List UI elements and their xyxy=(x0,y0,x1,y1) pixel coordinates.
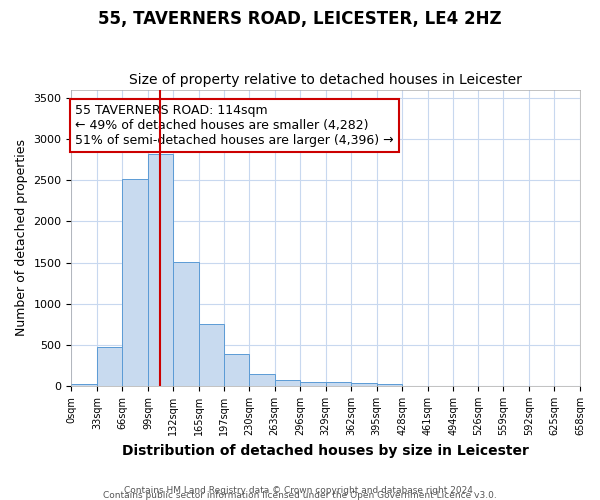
Bar xyxy=(224,354,249,386)
X-axis label: Distribution of detached houses by size in Leicester: Distribution of detached houses by size … xyxy=(122,444,529,458)
Bar xyxy=(199,324,224,386)
Bar xyxy=(249,374,275,386)
Y-axis label: Number of detached properties: Number of detached properties xyxy=(15,140,28,336)
Bar xyxy=(326,382,351,386)
Bar xyxy=(97,347,122,386)
Bar xyxy=(122,180,148,386)
Bar xyxy=(275,380,300,386)
Text: 55, TAVERNERS ROAD, LEICESTER, LE4 2HZ: 55, TAVERNERS ROAD, LEICESTER, LE4 2HZ xyxy=(98,10,502,28)
Title: Size of property relative to detached houses in Leicester: Size of property relative to detached ho… xyxy=(129,73,522,87)
Bar xyxy=(71,384,97,386)
Bar xyxy=(148,154,173,386)
Bar xyxy=(173,262,199,386)
Text: Contains public sector information licensed under the Open Government Licence v3: Contains public sector information licen… xyxy=(103,490,497,500)
Text: 55 TAVERNERS ROAD: 114sqm
← 49% of detached houses are smaller (4,282)
51% of se: 55 TAVERNERS ROAD: 114sqm ← 49% of detac… xyxy=(75,104,394,146)
Text: Contains HM Land Registry data © Crown copyright and database right 2024.: Contains HM Land Registry data © Crown c… xyxy=(124,486,476,495)
Bar xyxy=(351,383,377,386)
Bar xyxy=(300,382,326,386)
Bar xyxy=(377,384,402,386)
